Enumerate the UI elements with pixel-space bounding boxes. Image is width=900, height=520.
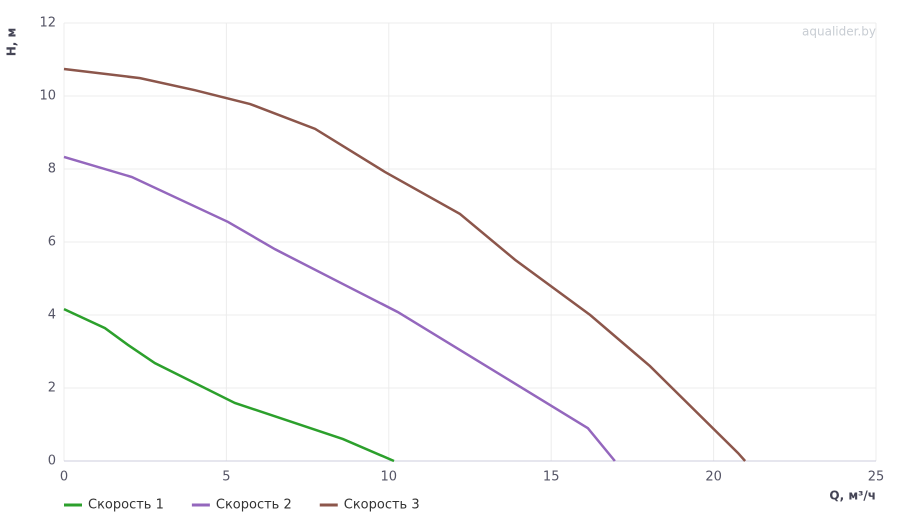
legend-label: Скорость 2 <box>216 498 292 513</box>
y-tick-label: 6 <box>48 235 56 250</box>
x-tick-label: 15 <box>543 470 560 485</box>
y-tick-label: 10 <box>39 89 56 104</box>
x-tick-label: 25 <box>868 470 885 485</box>
x-tick-label: 20 <box>705 470 722 485</box>
x-tick-label: 10 <box>381 470 398 485</box>
watermark: aqualider.by <box>802 25 876 39</box>
legend-label: Скорость 3 <box>344 498 420 513</box>
legend-label: Скорость 1 <box>88 498 164 513</box>
x-axis-label: Q, м³/ч <box>829 489 876 503</box>
y-tick-label: 2 <box>48 381 56 396</box>
y-tick-label: 4 <box>48 308 56 323</box>
y-tick-label: 8 <box>48 162 56 177</box>
y-tick-label: 12 <box>39 16 56 31</box>
line <box>63 155 616 462</box>
x-tick-label: 5 <box>222 470 230 485</box>
x-tick-label: 0 <box>60 470 68 485</box>
y-tick-label: 0 <box>48 454 56 469</box>
line <box>63 308 395 463</box>
line <box>63 67 747 462</box>
y-axis-label: H, м <box>5 28 19 57</box>
